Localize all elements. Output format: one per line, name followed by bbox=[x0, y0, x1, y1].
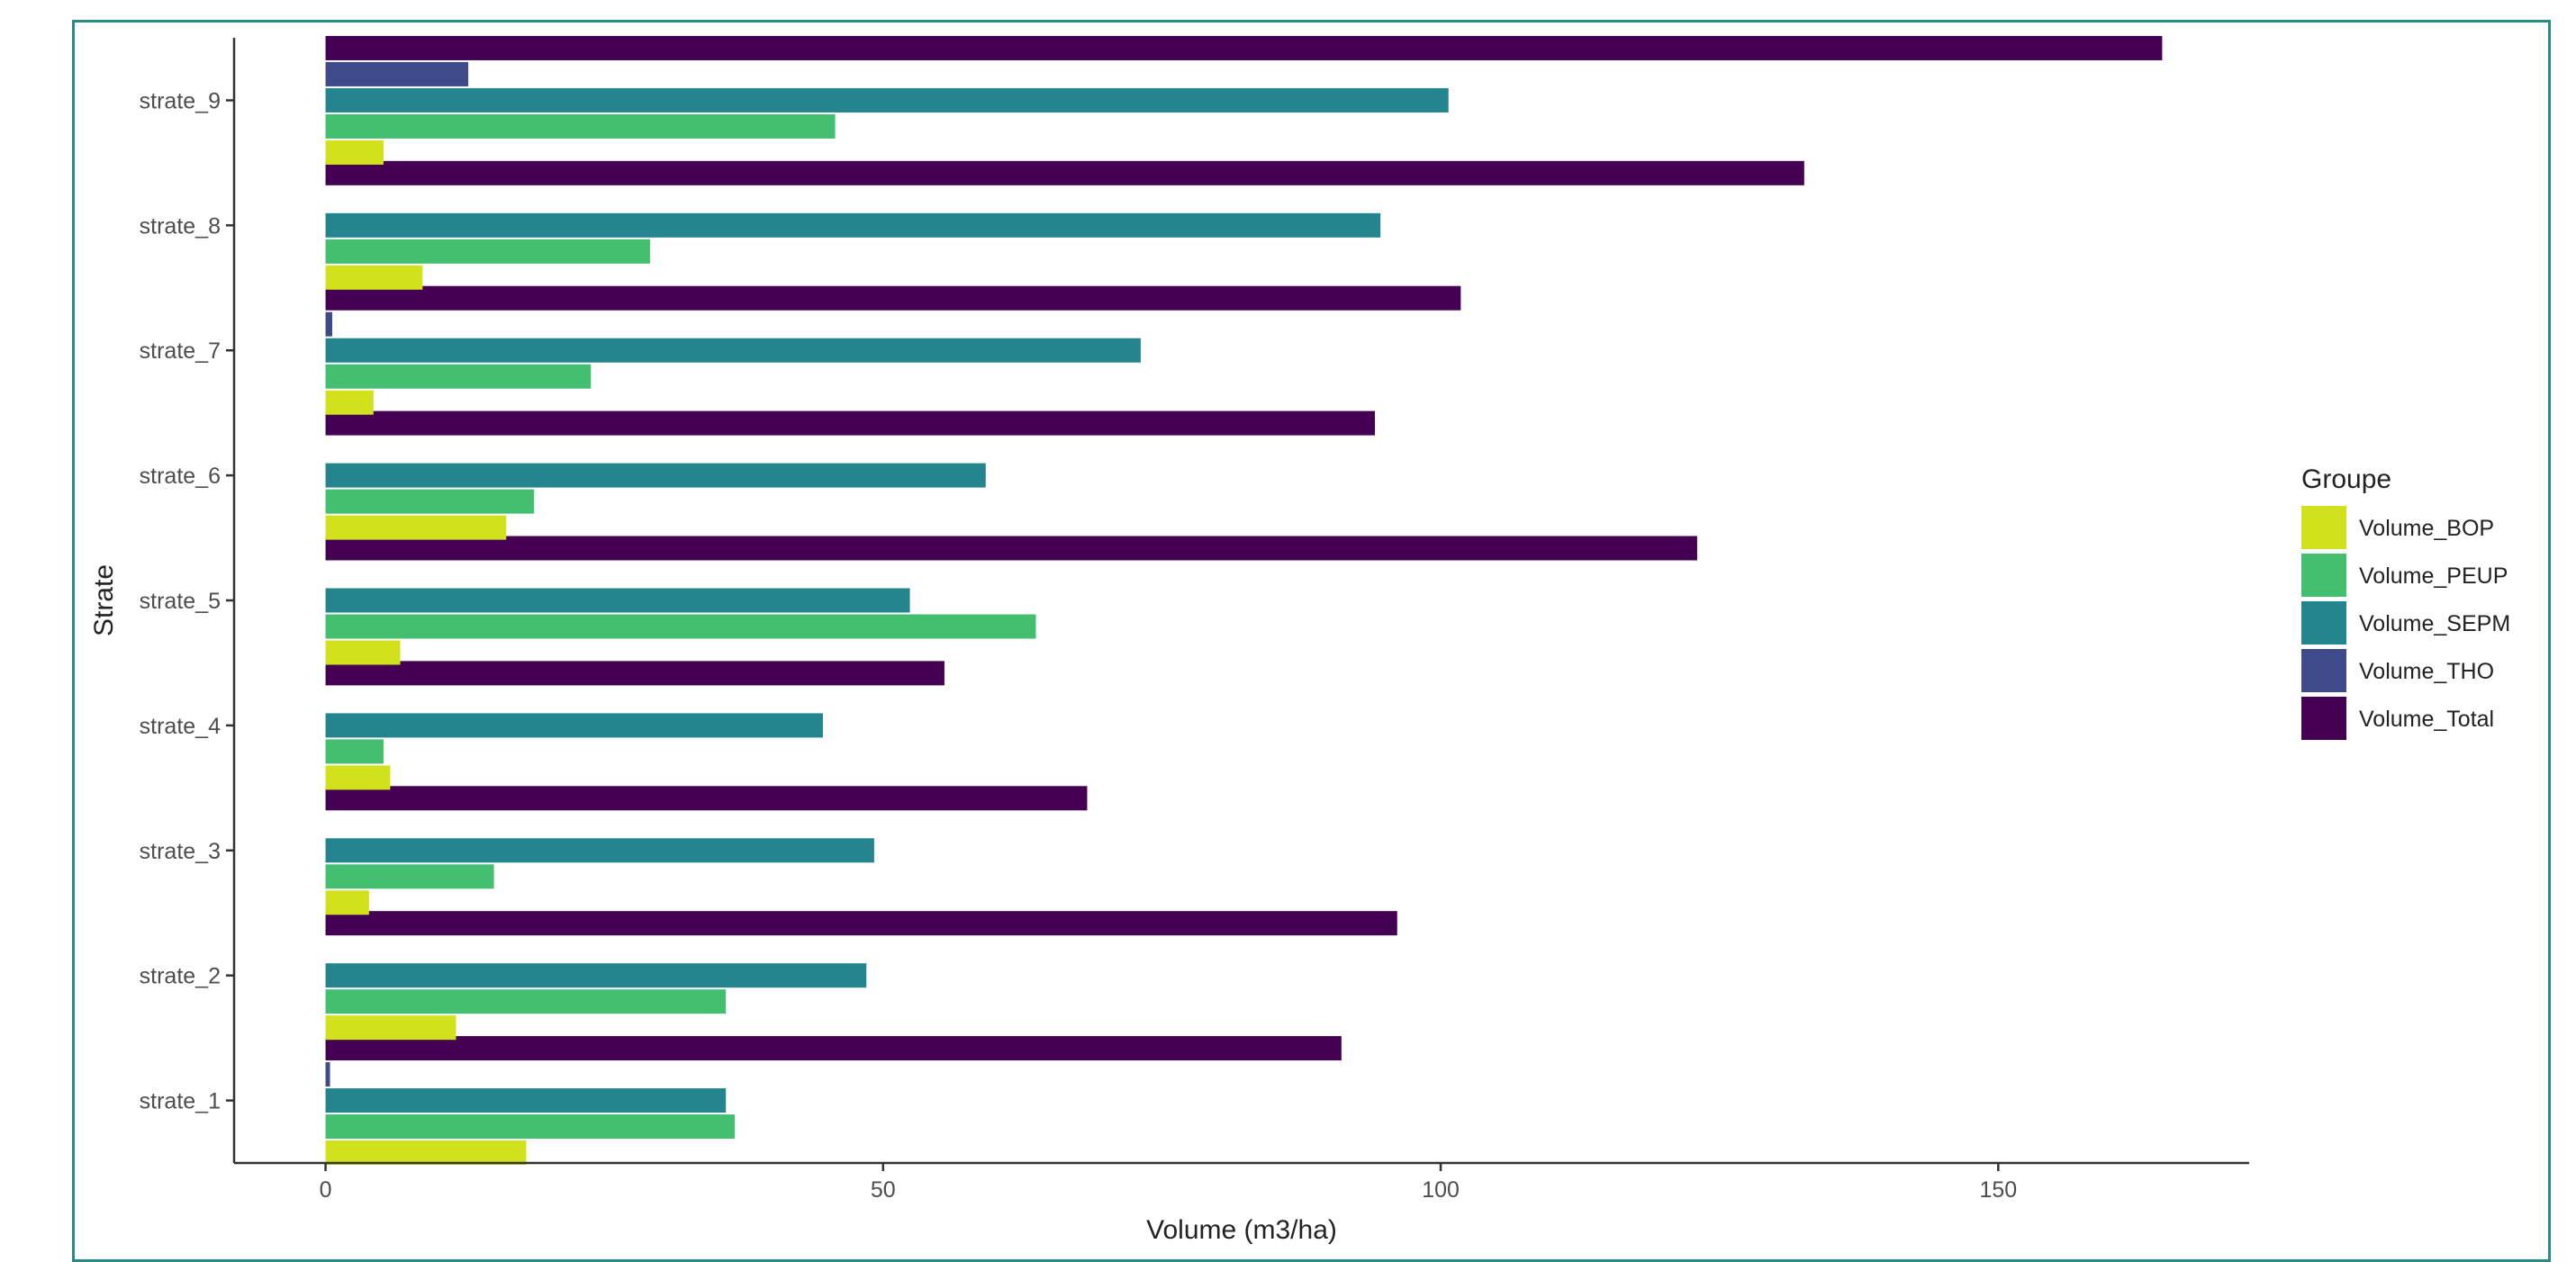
bar-strate_8-volume_sepm bbox=[325, 212, 1381, 238]
bar-strate_9-volume_bop bbox=[325, 140, 384, 165]
bar-strate_1-volume_total bbox=[325, 1036, 1342, 1061]
bar-strate_3-volume_peup bbox=[325, 864, 494, 889]
y-tick-label: strate_6 bbox=[140, 464, 221, 489]
legend-key-volume_peup bbox=[2301, 554, 2346, 597]
y-tick-label: strate_4 bbox=[140, 714, 221, 739]
bars-layer bbox=[325, 35, 2163, 1166]
y-axis-title: Strate bbox=[89, 564, 119, 636]
x-axis-title: Volume (m3/ha) bbox=[1146, 1215, 1337, 1245]
bar-strate_4-volume_bop bbox=[325, 765, 391, 790]
bar-strate_2-volume_peup bbox=[325, 989, 727, 1014]
legend-key-volume_sepm bbox=[2301, 601, 2346, 645]
legend-label: Volume_THO bbox=[2359, 659, 2494, 684]
bar-strate_2-volume_bop bbox=[325, 1015, 456, 1041]
bar-strate_8-volume_bop bbox=[325, 265, 423, 290]
bar-strate_2-volume_total bbox=[325, 911, 1397, 936]
legend-key-volume_total bbox=[2301, 697, 2346, 740]
bar-strate_6-volume_sepm bbox=[325, 463, 986, 488]
bar-strate_7-volume_bop bbox=[325, 390, 374, 415]
legend-title: Groupe bbox=[2301, 464, 2391, 494]
bar-strate_9-volume_tho bbox=[325, 61, 469, 86]
bar-strate_7-volume_peup bbox=[325, 364, 592, 389]
bar-strate_1-volume_sepm bbox=[325, 1088, 727, 1113]
bar-strate_9-volume_total bbox=[325, 35, 2163, 60]
bar-strate_7-volume_total bbox=[325, 285, 1461, 311]
chart: strate_1 strate_2 strate_3 strate_4 strate_5… bbox=[89, 35, 2510, 1245]
bar-strate_9-volume_sepm bbox=[325, 87, 1449, 113]
bar-strate_5-volume_total bbox=[325, 536, 1697, 561]
legend: Groupe Volume_BOP Volume_PEUP Volume_SEPM V… bbox=[2301, 464, 2510, 740]
legend-label: Volume_BOP bbox=[2359, 516, 2494, 541]
bar-strate_6-volume_bop bbox=[325, 515, 507, 540]
y-tick-label: strate_2 bbox=[140, 964, 221, 989]
bar-strate_7-volume_tho bbox=[325, 311, 332, 337]
chart-frame: strate_1 strate_2 strate_3 strate_4 strate_5… bbox=[72, 20, 2551, 1262]
bar-strate_3-volume_bop bbox=[325, 890, 369, 915]
y-tick-label: strate_3 bbox=[140, 839, 221, 864]
bar-strate_1-volume_bop bbox=[325, 1140, 527, 1166]
bar-strate_4-volume_peup bbox=[325, 739, 384, 764]
legend-key-volume_tho bbox=[2301, 649, 2346, 692]
y-tick-label: strate_5 bbox=[140, 589, 221, 614]
bar-strate_5-volume_bop bbox=[325, 640, 401, 665]
legend-label: Volume_Total bbox=[2359, 707, 2494, 732]
x-tick-label: 150 bbox=[1979, 1177, 2017, 1203]
bar-strate_8-volume_peup bbox=[325, 239, 650, 264]
y-tick-label: strate_1 bbox=[140, 1089, 221, 1114]
bar-strate_4-volume_sepm bbox=[325, 713, 823, 738]
x-tick-label: 100 bbox=[1422, 1177, 1460, 1203]
bar-strate_1-volume_tho bbox=[325, 1062, 330, 1087]
y-tick-label: strate_8 bbox=[140, 213, 221, 239]
y-tick-label: strate_7 bbox=[140, 338, 221, 364]
bar-strate_6-volume_total bbox=[325, 410, 1376, 436]
bar-strate_2-volume_sepm bbox=[325, 963, 867, 988]
legend-label: Volume_SEPM bbox=[2359, 611, 2510, 636]
legend-label: Volume_PEUP bbox=[2359, 563, 2508, 589]
bar-strate_5-volume_peup bbox=[325, 614, 1036, 639]
bar-strate_9-volume_peup bbox=[325, 113, 836, 139]
y-ticks: strate_1 strate_2 strate_3 strate_4 strate_5… bbox=[140, 88, 234, 1114]
bar-strate_3-volume_sepm bbox=[325, 838, 874, 863]
x-ticks: 0 50 100 150 bbox=[320, 1163, 2017, 1203]
bar-strate_5-volume_sepm bbox=[325, 588, 910, 613]
bar-strate_3-volume_total bbox=[325, 786, 1088, 811]
y-tick-label: strate_9 bbox=[140, 88, 221, 113]
legend-key-volume_bop bbox=[2301, 506, 2346, 549]
bar-strate_8-volume_total bbox=[325, 160, 1804, 185]
x-tick-label: 50 bbox=[871, 1177, 896, 1203]
x-tick-label: 0 bbox=[320, 1177, 332, 1203]
bar-strate_7-volume_sepm bbox=[325, 338, 1141, 363]
bar-strate_6-volume_peup bbox=[325, 489, 535, 514]
bar-strate_4-volume_total bbox=[325, 661, 945, 686]
bar-strate_1-volume_peup bbox=[325, 1114, 736, 1140]
